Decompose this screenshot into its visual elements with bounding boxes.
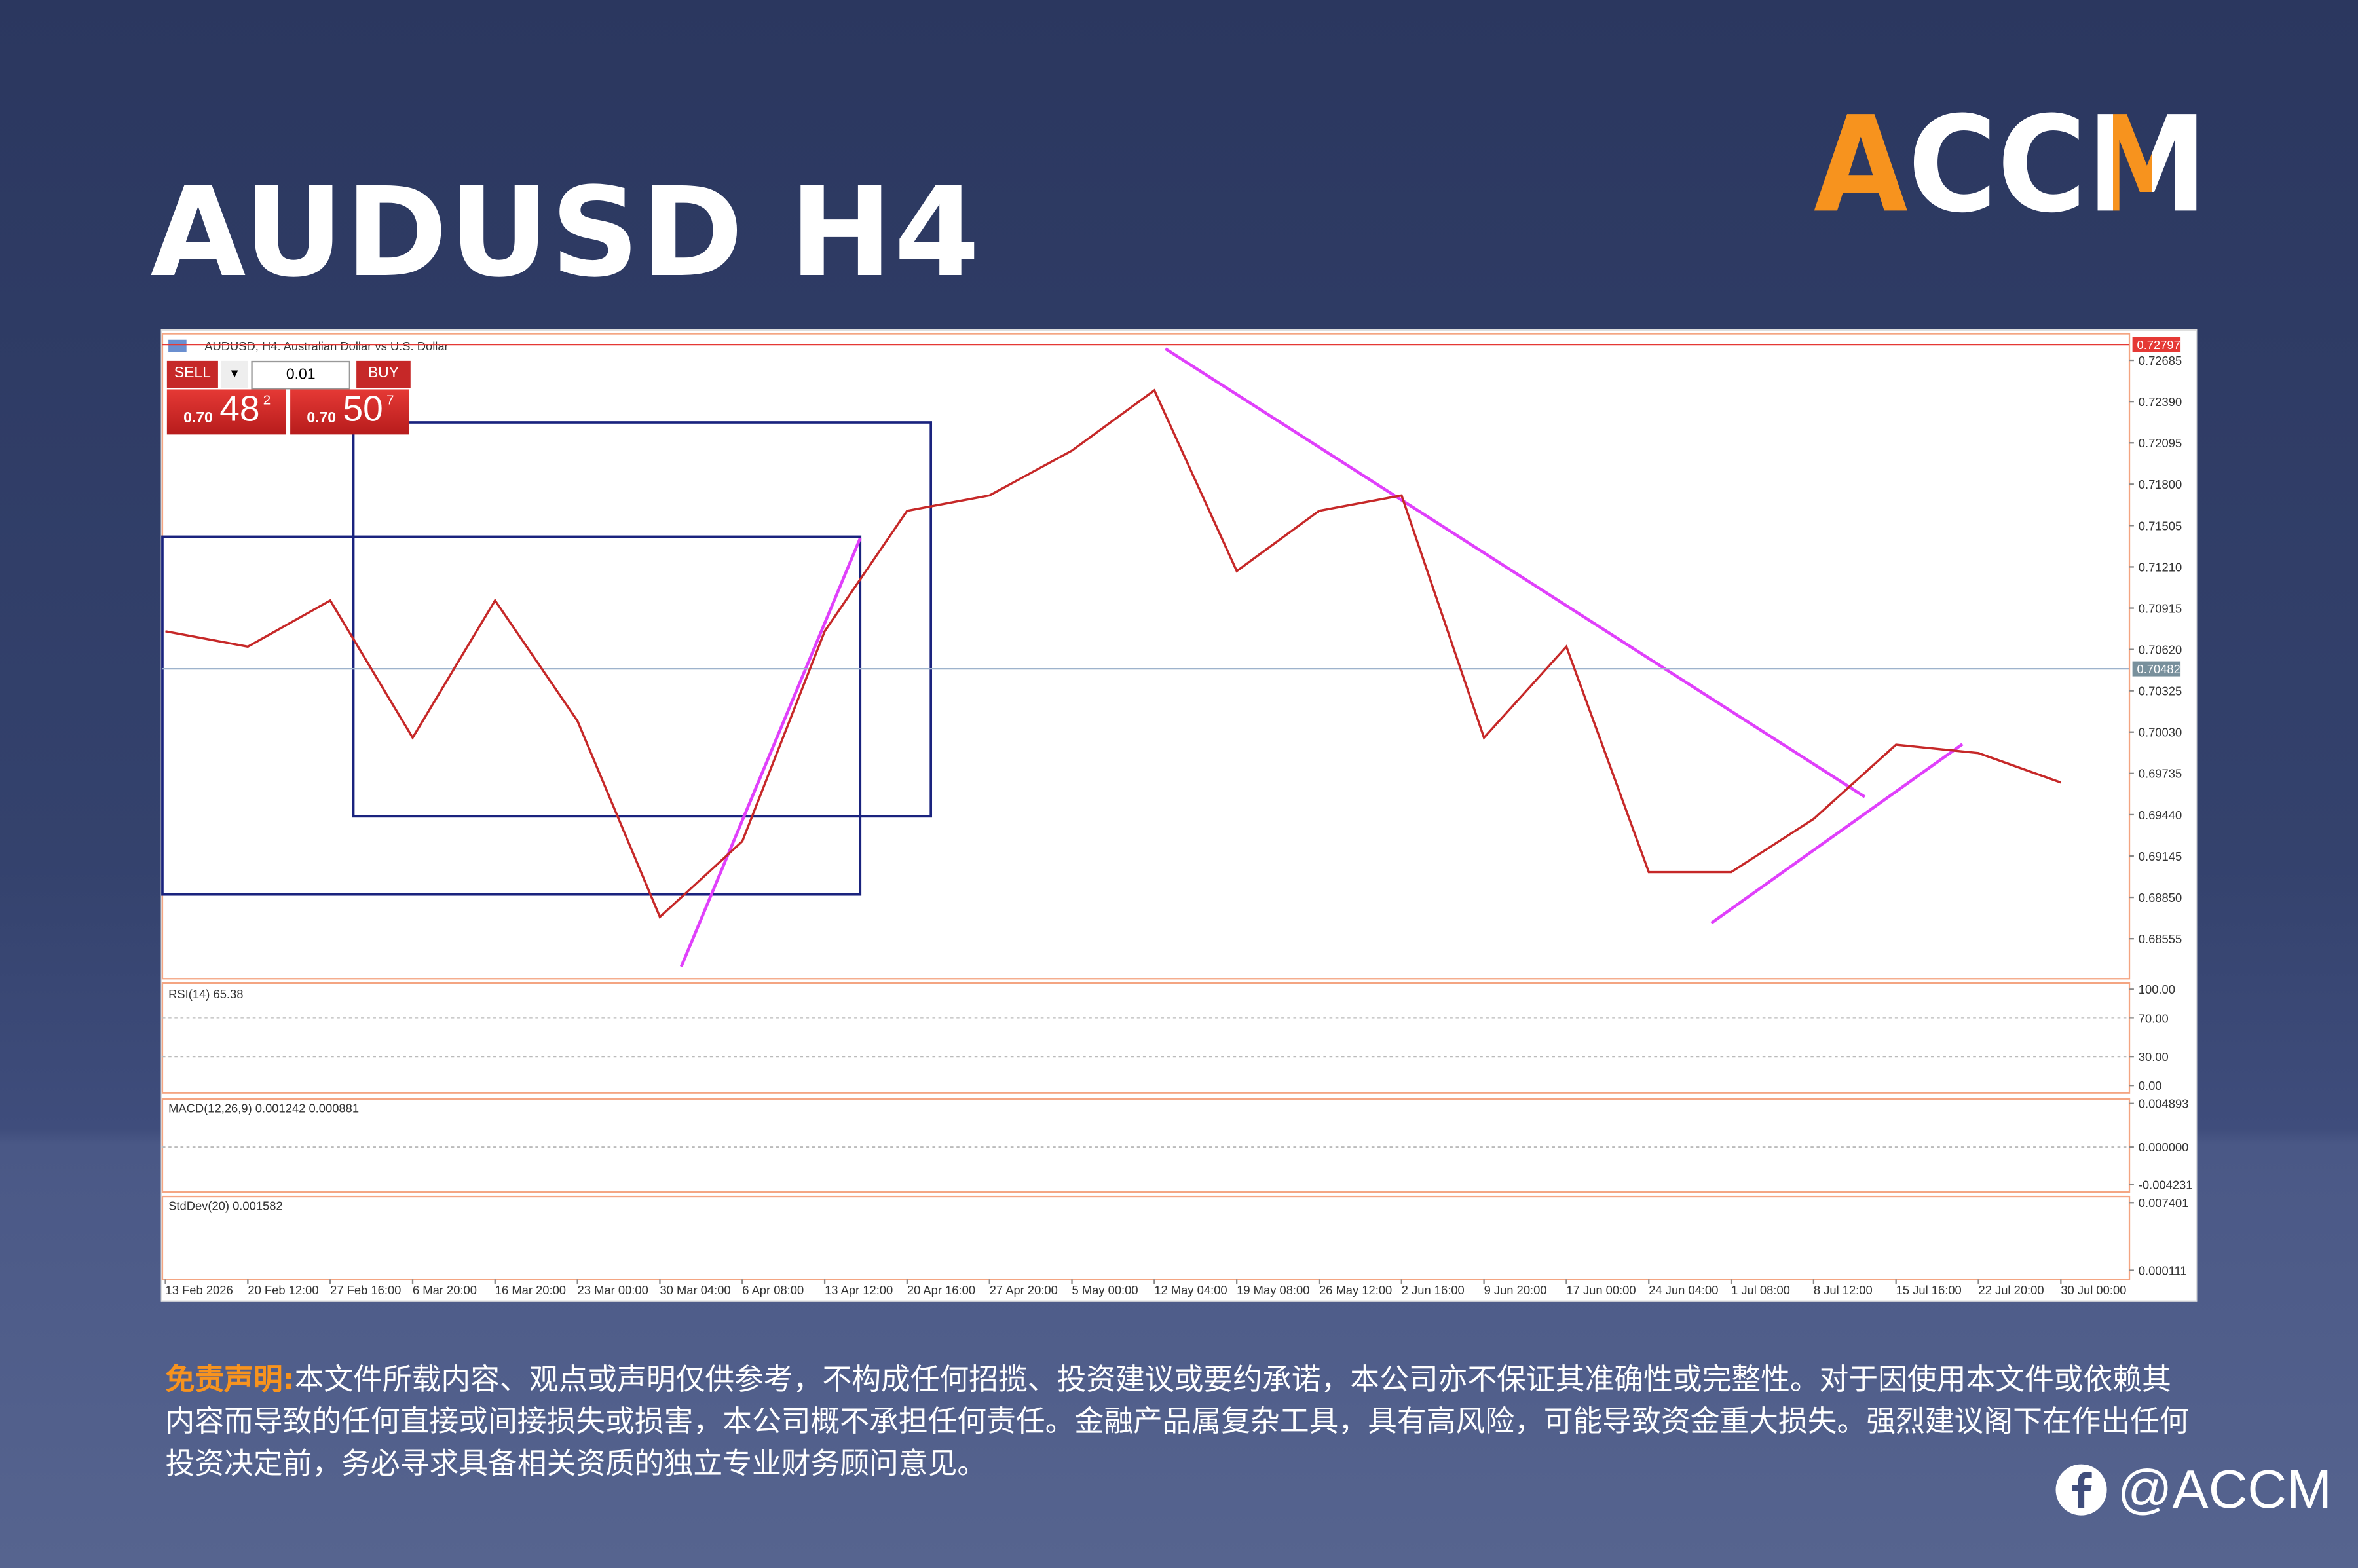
chart-header: AUDUSD, H4: Australian Dollar vs U.S. Do…	[204, 339, 448, 353]
current-label-bg	[2132, 661, 2181, 677]
x-tick-label: 27 Apr 20:00	[990, 1283, 1058, 1297]
trend-line	[1165, 347, 1866, 798]
sell-button[interactable]: SELL	[166, 360, 218, 388]
price-main: 48	[219, 389, 260, 430]
x-tick-label: 5 May 00:00	[1072, 1283, 1138, 1297]
x-tick-label: 6 Mar 20:00	[413, 1283, 477, 1297]
x-tick-label: 22 Jul 20:00	[1979, 1283, 2044, 1297]
indicator-tick-label: 70.00	[2139, 1011, 2169, 1025]
y-tick-label: 0.70620	[2139, 643, 2182, 656]
facebook-icon	[2055, 1464, 2107, 1516]
drawn-rectangle	[352, 421, 933, 818]
x-tick-label: 6 Apr 08:00	[742, 1283, 804, 1297]
macd-panel	[161, 1098, 2131, 1193]
buy-button[interactable]: BUY	[356, 360, 411, 388]
indicator-tick-label: 0.00	[2139, 1079, 2162, 1092]
x-tick-label: 23 Mar 00:00	[578, 1283, 648, 1297]
trend-line	[1710, 743, 1964, 925]
indicator-tick-label: 0.000000	[2139, 1140, 2189, 1154]
y-tick-label: 0.68850	[2139, 891, 2182, 905]
y-tick-label: 0.72685	[2139, 354, 2182, 367]
disclaimer-label: 免责声明:	[165, 1362, 295, 1397]
x-tick-label: 16 Mar 20:00	[495, 1283, 566, 1297]
x-tick-label: 1 Jul 08:00	[1731, 1283, 1790, 1297]
y-tick-label: 0.71210	[2139, 560, 2182, 574]
indicator-label: StdDev(20) 0.001582	[168, 1199, 283, 1213]
indicator-label: RSI(14) 65.38	[168, 987, 243, 1001]
x-tick-label: 26 May 12:00	[1319, 1283, 1392, 1297]
rsi-panel	[161, 982, 2131, 1094]
page-title: AUDUSD H4	[150, 162, 982, 305]
indicator-tick-label: -0.004231	[2139, 1178, 2193, 1192]
stddev-panel	[161, 1195, 2131, 1280]
y-tick-label: 0.70915	[2139, 601, 2182, 615]
y-tick-label: 0.72390	[2139, 395, 2182, 409]
x-tick-label: 2 Jun 16:00	[1402, 1283, 1465, 1297]
x-tick-label: 13 Apr 12:00	[825, 1283, 893, 1297]
current-price-label: 0.70482	[2137, 662, 2180, 676]
indicator-tick-label: 100.00	[2139, 982, 2175, 996]
y-tick-label: 0.69440	[2139, 808, 2182, 822]
high-label-bg	[2132, 337, 2181, 352]
lot-size[interactable]: 0.01	[251, 360, 350, 390]
logo: ACCM	[1814, 90, 2208, 233]
buy-quote[interactable]: 0.70 50 7	[290, 389, 409, 435]
x-tick-label: 24 Jun 04:00	[1649, 1283, 1718, 1297]
price-prefix: 0.70	[183, 410, 213, 427]
disclaimer-text: 本文件所载内容、观点或声明仅供参考，不构成任何招揽、投资建议或要约承诺，本公司亦…	[165, 1362, 2189, 1481]
y-tick-label: 0.68555	[2139, 932, 2182, 946]
indicator-tick-label: 0.000111	[2139, 1263, 2187, 1277]
x-tick-label: 19 May 08:00	[1237, 1283, 1309, 1297]
indicator-tick-label: 0.004893	[2139, 1097, 2189, 1111]
x-tick-label: 17 Jun 00:00	[1566, 1283, 1636, 1297]
indicator-tick-label: 30.00	[2139, 1050, 2169, 1064]
logo-text: ACCM	[1814, 90, 2208, 233]
window-icon	[168, 339, 187, 352]
social-handle: @ACCM	[2054, 1458, 2332, 1521]
indicator-tick-label: 0.007401	[2139, 1196, 2189, 1210]
price-prefix: 0.70	[307, 410, 337, 427]
y-tick-label: 0.70030	[2139, 726, 2182, 739]
sell-quote[interactable]: 0.70 48 2	[166, 389, 286, 435]
x-tick-label: 20 Feb 12:00	[248, 1283, 318, 1297]
x-tick-label: 15 Jul 16:00	[1896, 1283, 1962, 1297]
y-tick-label: 0.69145	[2139, 849, 2182, 863]
x-tick-label: 20 Apr 16:00	[907, 1283, 975, 1297]
x-tick-label: 30 Mar 04:00	[660, 1283, 730, 1297]
price-fraction: 7	[386, 392, 394, 408]
x-tick-label: 12 May 04:00	[1154, 1283, 1227, 1297]
x-tick-label: 30 Jul 00:00	[2061, 1283, 2126, 1297]
y-tick-label: 0.71800	[2139, 477, 2182, 491]
x-tick-label: 27 Feb 16:00	[330, 1283, 401, 1297]
price-line	[165, 388, 2061, 919]
y-tick-label: 0.70325	[2139, 684, 2182, 698]
x-tick-label: 13 Feb 2026	[166, 1283, 233, 1297]
drawn-rectangle	[161, 535, 862, 896]
price-main: 50	[343, 389, 383, 430]
lot-down[interactable]: ▼	[221, 360, 248, 388]
y-tick-label: 0.71505	[2139, 519, 2182, 532]
y-tick-label: 0.72095	[2139, 436, 2182, 450]
high-label: 0.72797	[2137, 338, 2180, 352]
trade-panel: SELL ▼ 0.01 BUY 0.70 48 2 0.70 50 7	[166, 360, 411, 436]
social-text: @ACCM	[2117, 1458, 2332, 1520]
disclaimer: 免责声明:本文件所载内容、观点或声明仅供参考，不构成任何招揽、投资建议或要约承诺…	[166, 1359, 2196, 1485]
x-tick-label: 9 Jun 20:00	[1484, 1283, 1547, 1297]
y-tick-label: 0.69735	[2139, 767, 2182, 781]
indicator-label: MACD(12,26,9) 0.001242 0.000881	[168, 1102, 359, 1115]
x-tick-label: 8 Jul 12:00	[1814, 1283, 1873, 1297]
trend-line	[679, 537, 862, 967]
price-fraction: 2	[263, 392, 271, 408]
plot: 0.72685 0.72390 0.72095 0.71800 0.71505 0.712…	[162, 337, 2193, 1297]
chart: AUDUSD, H4: Australian Dollar vs U.S. Do…	[160, 329, 2198, 1302]
